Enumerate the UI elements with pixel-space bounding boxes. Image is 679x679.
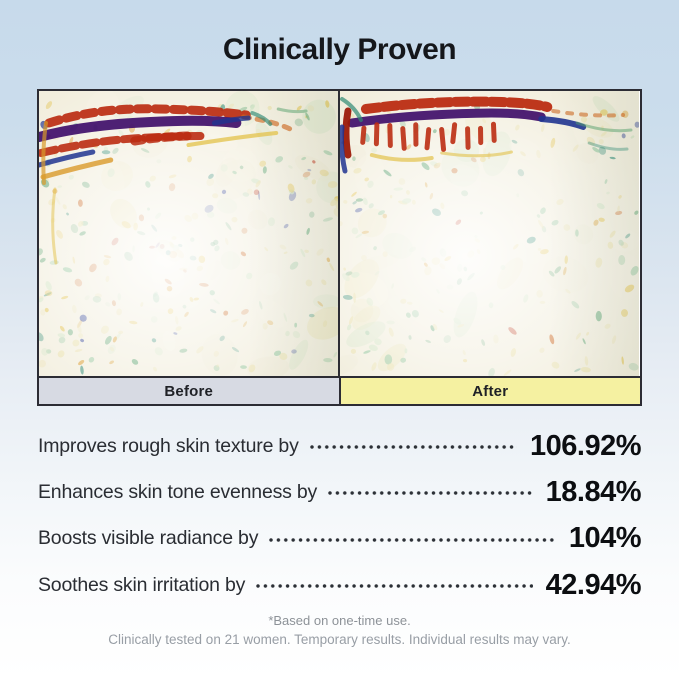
footnote-disclaimer: Clinically tested on 21 women. Temporary…	[108, 632, 571, 647]
skin-scan-images	[39, 91, 640, 376]
footnote-usage: *Based on one-time use.	[268, 613, 411, 628]
stat-row: Enhances skin tone evenness by 18.84%	[38, 469, 642, 515]
stat-label: Enhances skin tone evenness by	[38, 480, 318, 503]
results-list: Improves rough skin texture by 106.92% E…	[38, 423, 642, 608]
after-skin-scan-image	[340, 91, 639, 376]
panel-divider	[338, 91, 340, 376]
after-label: After	[340, 378, 640, 404]
stat-row: Soothes skin irritation by 42.94%	[38, 562, 642, 608]
image-captions: Before After	[39, 376, 640, 404]
dot-leader	[269, 537, 556, 542]
stat-value: 104%	[568, 522, 642, 555]
stat-row: Improves rough skin texture by 106.92%	[38, 423, 642, 469]
dot-leader	[309, 445, 517, 450]
before-label: Before	[39, 378, 341, 404]
stat-label: Boosts visible radiance by	[38, 527, 259, 550]
dot-leader	[328, 491, 533, 496]
stat-value: 106.92%	[530, 429, 642, 462]
stat-label: Improves rough skin texture by	[38, 434, 299, 457]
dot-leader	[256, 584, 533, 589]
stat-label: Soothes skin irritation by	[38, 573, 246, 596]
stat-value: 18.84%	[545, 475, 642, 508]
page-title: Clinically Proven	[222, 33, 457, 66]
before-skin-scan-image	[39, 91, 338, 376]
stat-value: 42.94%	[545, 568, 642, 601]
stat-row: Boosts visible radiance by 104%	[38, 516, 642, 562]
before-after-panel: Before After	[37, 89, 642, 406]
